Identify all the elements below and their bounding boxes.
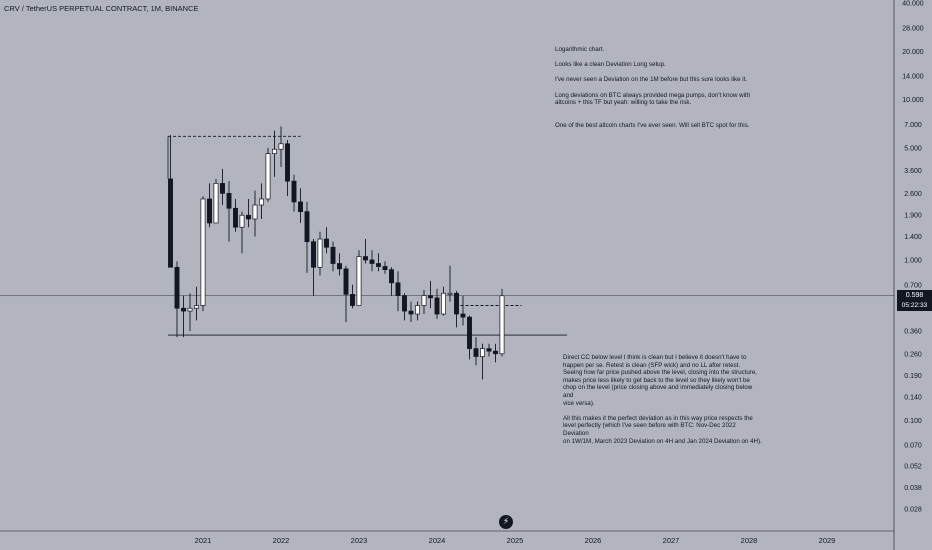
price-tick-label: 1.400	[904, 234, 922, 241]
candle-body[interactable]	[474, 349, 478, 357]
time-tick-label: 2021	[195, 536, 212, 545]
price-tick-label: 40.000	[902, 1, 924, 8]
candle-body[interactable]	[194, 305, 198, 308]
candle-body[interactable]	[324, 239, 328, 247]
candle-body[interactable]	[298, 202, 302, 212]
candle-body[interactable]	[246, 215, 250, 219]
candle-body[interactable]	[480, 349, 484, 357]
lightning-logo-icon[interactable]: ⚡	[499, 515, 513, 529]
candle-body[interactable]	[272, 149, 276, 153]
time-tick-label: 2024	[429, 536, 446, 545]
price-tick-label: 1.900	[904, 213, 922, 220]
current-price-label: 0.598	[897, 290, 932, 301]
time-tick-label: 2027	[663, 536, 680, 545]
candle-body[interactable]	[383, 267, 387, 270]
price-tick-label: 5.000	[904, 145, 922, 152]
price-tick-label: 0.190	[904, 373, 922, 380]
price-tick-label: 0.038	[904, 485, 922, 492]
time-tick-label: 2026	[585, 536, 602, 545]
price-tick-label: 7.000	[904, 122, 922, 129]
candle-body[interactable]	[331, 247, 335, 263]
candle-body[interactable]	[350, 294, 354, 305]
time-tick-label: 2025	[507, 536, 524, 545]
candle-body[interactable]	[305, 212, 309, 242]
price-tick-label: 0.028	[904, 507, 922, 514]
candle-body[interactable]	[396, 283, 400, 296]
price-tick-label: 0.260	[904, 351, 922, 358]
annotation-note-top: Logarithmic chart. Looks like a clean De…	[555, 46, 805, 130]
candle-body[interactable]	[292, 181, 296, 202]
symbol-title: CRV / TetherUS PERPETUAL CONTRACT, 1M, B…	[4, 4, 199, 13]
price-tick-label: 0.100	[904, 418, 922, 425]
time-tick-label: 2028	[741, 536, 758, 545]
candle-body[interactable]	[402, 296, 406, 312]
candle-body[interactable]	[493, 351, 497, 354]
candle-body[interactable]	[337, 264, 341, 269]
price-tick-label: 14.000	[902, 74, 924, 81]
candle-body[interactable]	[214, 183, 218, 223]
candle-body[interactable]	[220, 183, 224, 193]
price-tick-label: 0.070	[904, 443, 922, 450]
candle-body[interactable]	[448, 293, 452, 294]
time-tick-label: 2022	[273, 536, 290, 545]
candle-body[interactable]	[461, 314, 465, 317]
price-tick-label: 0.140	[904, 394, 922, 401]
candle-body[interactable]	[201, 199, 205, 306]
candle-body[interactable]	[435, 298, 439, 314]
candle-countdown-label: 05:22:33	[897, 301, 932, 311]
candle-body[interactable]	[311, 242, 315, 268]
candle-body[interactable]	[318, 239, 322, 267]
candle-body[interactable]	[487, 349, 491, 352]
price-tick-label: 10.000	[902, 97, 924, 104]
candle-body[interactable]	[389, 270, 393, 283]
candle-body[interactable]	[409, 311, 413, 314]
candle-body[interactable]	[415, 305, 419, 314]
candle-body[interactable]	[467, 317, 471, 348]
candle-body[interactable]	[500, 296, 504, 354]
candle-body[interactable]	[227, 193, 231, 208]
annotation-note-bottom: Direct CC below level I think is clean b…	[563, 354, 763, 445]
price-tick-label: 20.000	[902, 49, 924, 56]
candle-body[interactable]	[207, 199, 211, 223]
time-tick-label: 2029	[819, 536, 836, 545]
candle-body[interactable]	[370, 260, 374, 264]
candle-body[interactable]	[454, 293, 458, 314]
candle-body[interactable]	[259, 199, 263, 205]
price-tick-label: 0.700	[904, 282, 922, 289]
candle-body[interactable]	[188, 308, 192, 311]
candle-body[interactable]	[422, 296, 426, 306]
candle-body[interactable]	[253, 205, 257, 219]
candle-body[interactable]	[344, 269, 348, 295]
candle-body[interactable]	[181, 308, 185, 311]
price-tick-label: 0.052	[904, 463, 922, 470]
time-tick-label: 2023	[351, 536, 368, 545]
candle-body[interactable]	[285, 144, 289, 181]
candle-body[interactable]	[175, 267, 179, 308]
candle-body[interactable]	[441, 293, 445, 314]
price-tick-label: 0.360	[904, 329, 922, 336]
candle-body[interactable]	[428, 296, 432, 298]
candle-body[interactable]	[363, 257, 367, 260]
candle-body[interactable]	[376, 264, 380, 267]
candle-body[interactable]	[279, 144, 283, 149]
candle-body[interactable]	[233, 208, 237, 227]
candle-body[interactable]	[168, 179, 172, 267]
price-tick-label: 2.600	[904, 191, 922, 198]
price-tick-label: 1.000	[904, 257, 922, 264]
candle-body[interactable]	[266, 154, 270, 199]
price-tick-label: 3.600	[904, 168, 922, 175]
price-tick-label: 28.000	[902, 25, 924, 32]
candle-body[interactable]	[357, 257, 361, 306]
candle-body[interactable]	[240, 215, 244, 227]
